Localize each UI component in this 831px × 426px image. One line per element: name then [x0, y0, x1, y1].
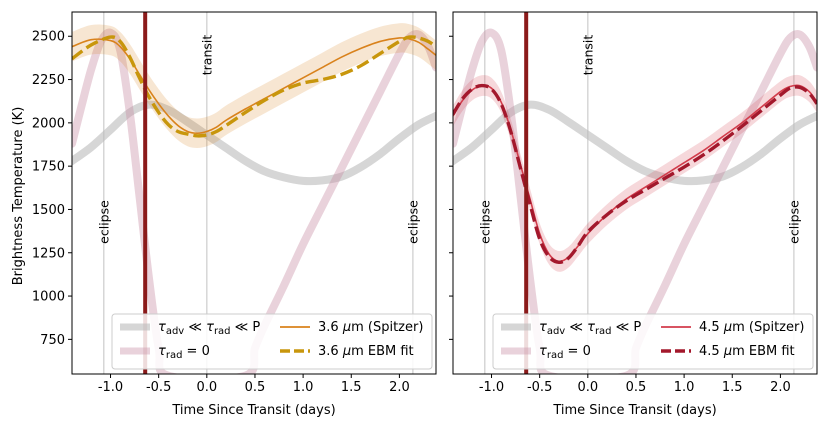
legend-label: τadv ≪ τrad ≪ P — [158, 320, 260, 337]
legend-label: τadv ≪ τrad ≪ P — [539, 320, 641, 337]
y-tick-label: 2250 — [32, 73, 65, 88]
x-tick-label: -1.0 — [98, 380, 123, 395]
legend-label: τrad = 0 — [539, 344, 591, 361]
legend-box — [492, 313, 814, 370]
left-panel: eclipse transit eclipse τadv ≪ τrad ≪ P τrad… — [32, 11, 437, 418]
x-tick-label: 0.0 — [196, 380, 217, 395]
eclipse-annotation: eclipse — [96, 200, 111, 244]
x-tick-label: -1.0 — [479, 380, 504, 395]
axes-frame — [452, 11, 818, 375]
x-tick-label: 2.0 — [770, 380, 791, 395]
legend-label: 4.5 μm (Spitzer) — [699, 320, 804, 335]
axes-frame — [71, 11, 437, 375]
eclipse-annotation: eclipse — [477, 200, 492, 244]
y-tick-label: 2000 — [32, 116, 65, 131]
eclipse-annotation: eclipse — [405, 200, 420, 244]
legend-label: 3.6 μm EBM fit — [318, 344, 414, 359]
legend-box — [111, 313, 433, 370]
x-tick-label: -0.5 — [527, 380, 552, 395]
legend: τadv ≪ τrad ≪ P τrad = 0 3.6 μm (Spitzer) 3… — [120, 320, 423, 361]
legend-label: 3.6 μm (Spitzer) — [318, 320, 423, 335]
x-tick-label: 0.5 — [245, 380, 266, 395]
series-advection-limit — [453, 100, 817, 186]
x-tick-label: 0.5 — [626, 380, 647, 395]
x-tick-label: 1.0 — [293, 380, 314, 395]
y-axis-label: Brightness Temperature (K) — [11, 107, 26, 286]
x-axis-label: Time Since Transit (days) — [171, 403, 335, 418]
legend: τadv ≪ τrad ≪ P τrad = 0 4.5 μm (Spitzer) 4… — [501, 320, 804, 361]
transit-annotation: transit — [580, 35, 595, 76]
x-tick-label: 1.0 — [674, 380, 695, 395]
transit-annotation: transit — [199, 35, 214, 76]
x-tick-label: -0.5 — [146, 380, 171, 395]
x-tick-label: 1.5 — [722, 380, 743, 395]
y-tick-label: 1250 — [32, 246, 65, 261]
x-tick-label: 0.0 — [577, 380, 598, 395]
legend-label: 4.5 μm EBM fit — [699, 344, 795, 359]
y-tick-label: 1750 — [32, 160, 65, 175]
x-tick-label: 1.5 — [341, 380, 362, 395]
y-tick-label: 2500 — [32, 30, 65, 45]
x-axis-label: Time Since Transit (days) — [552, 403, 716, 418]
x-tick-label: 2.0 — [389, 380, 410, 395]
series-advection-limit — [72, 100, 436, 186]
spitzer-uncertainty-band — [453, 74, 817, 272]
y-tick-label: 1500 — [32, 203, 65, 218]
right-panel: eclipse transit eclipse τadv ≪ τrad ≪ P τrad… — [449, 11, 818, 418]
series-ebm-fit — [72, 35, 436, 138]
legend-label: τrad = 0 — [158, 344, 210, 361]
y-tick-label: 1000 — [32, 290, 65, 305]
series-ebm-fit — [453, 83, 817, 264]
eclipse-annotation: eclipse — [786, 200, 801, 244]
y-tick-label: 750 — [40, 333, 65, 348]
spitzer-uncertainty-band — [72, 23, 436, 148]
